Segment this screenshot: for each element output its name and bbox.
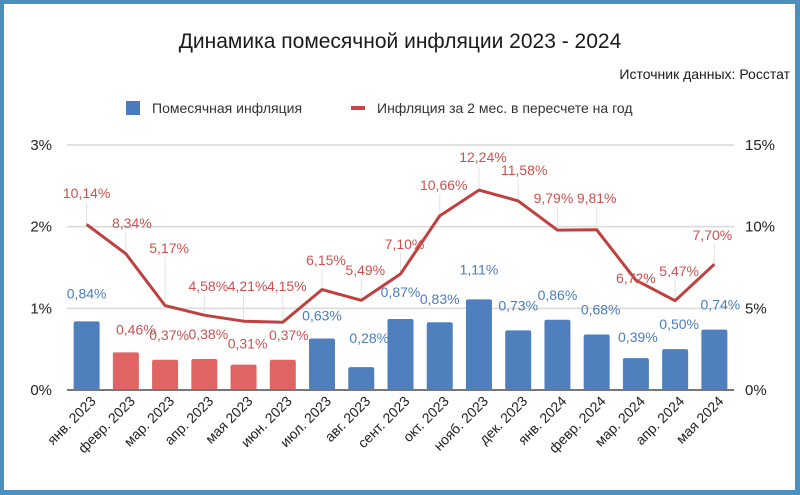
bar — [112, 352, 139, 390]
y-right-tick: 10% — [745, 219, 775, 236]
line-value-label: 5,47% — [659, 263, 699, 279]
bar — [426, 322, 453, 390]
line-value-label: 4,15% — [267, 278, 307, 294]
line-value-label: 9,81% — [577, 190, 617, 206]
bar — [230, 364, 257, 390]
line-value-label: 11,58% — [501, 162, 547, 178]
bar — [73, 321, 100, 390]
bar-value-label: 1,11% — [460, 261, 499, 277]
legend: Помесячная инфляция Инфляция за 2 мес. в… — [126, 100, 633, 116]
bar — [505, 330, 532, 390]
bar-value-label: 0,50% — [659, 316, 699, 332]
bar — [544, 319, 571, 390]
bar — [465, 299, 492, 390]
line-value-label: 8,34% — [112, 215, 152, 231]
bar — [348, 367, 375, 390]
line-value-label: 4,21% — [228, 278, 268, 294]
bar-value-label: 0,73% — [498, 297, 538, 313]
line-value-label: 10,14% — [63, 185, 110, 201]
bar-value-label: 0,28% — [349, 330, 389, 346]
bar-value-label: 0,37% — [149, 327, 189, 343]
chart-frame — [4, 4, 795, 490]
legend-line-swatch — [351, 106, 365, 110]
y-left-tick: 3% — [30, 137, 52, 154]
line-value-label: 12,24% — [459, 149, 506, 165]
line-value-label: 7,10% — [385, 236, 425, 252]
y-left-tick: 2% — [30, 219, 52, 236]
y-left-tick: 1% — [30, 300, 52, 317]
bar-value-label: 0,31% — [228, 336, 268, 352]
bar — [622, 358, 649, 390]
label-leader-lines — [86, 166, 715, 323]
legend-line-label: Инфляция за 2 мес. в пересчете на год — [377, 100, 633, 116]
bar-value-label: 0,63% — [302, 308, 342, 324]
y-axis-left: 0% 1% 2% 3% — [30, 137, 52, 399]
line-value-label: 5,17% — [149, 240, 189, 256]
bar — [191, 358, 218, 390]
line-value-label: 4,58% — [188, 278, 228, 294]
y-axis-right: 0% 5% 10% 15% — [745, 137, 775, 399]
line-value-label: 7,70% — [693, 227, 733, 243]
bar-value-label: 0,46% — [116, 321, 156, 337]
chart-source: Источник данных: Росстат — [619, 66, 790, 82]
line-value-label: 5,49% — [345, 262, 385, 278]
bar-value-label: 0,39% — [618, 329, 658, 345]
bar-value-label: 0,83% — [420, 291, 460, 307]
bar-value-label: 0,37% — [269, 327, 309, 343]
bar-value-label: 0,38% — [188, 326, 228, 342]
line-value-label: 10,66% — [420, 177, 467, 193]
y-right-tick: 15% — [745, 137, 775, 154]
y-right-tick: 5% — [745, 300, 767, 317]
bar-data-labels: 0,84%0,46%0,37% 0,38%0,31%0,37%0,63%0,28%… — [67, 261, 740, 351]
bar — [269, 359, 296, 390]
bar — [309, 338, 336, 390]
bar — [662, 349, 689, 390]
bar — [152, 359, 179, 390]
line-series — [85, 188, 716, 324]
line-value-label: 9,79% — [534, 190, 574, 206]
y-left-tick: 0% — [30, 382, 52, 399]
bar-value-label: 0,87% — [381, 284, 421, 300]
bar-value-label: 0,86% — [538, 287, 578, 303]
bar-value-label: 0,74% — [701, 297, 741, 313]
bar — [701, 329, 728, 390]
chart-title: Динамика помесячной инфляции 2023 - 2024 — [179, 30, 622, 53]
bar-value-label: 0,84% — [67, 285, 107, 301]
bar — [583, 334, 610, 390]
bar-series — [73, 299, 728, 390]
line-value-label: 6,15% — [306, 252, 346, 268]
legend-bar-label: Помесячная инфляция — [152, 100, 302, 116]
line-data-labels: 10,14%8,34% 5,17% 4,58% 4,21% 4,15% 6,15%5,49… — [63, 149, 732, 294]
legend-bar-swatch — [126, 101, 140, 115]
y-right-tick: 0% — [745, 382, 767, 399]
bar — [387, 318, 414, 390]
bar-value-label: 0,68% — [581, 301, 621, 317]
line-value-label: 6,72% — [616, 270, 656, 286]
